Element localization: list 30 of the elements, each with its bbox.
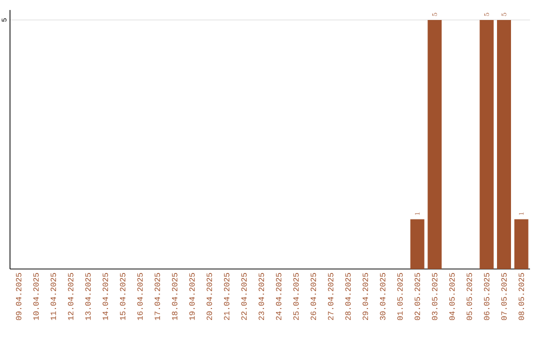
x-tick-label: 08.05.2025: [518, 273, 524, 320]
x-tick-label: 02.05.2025: [414, 273, 420, 320]
x-tick-label: 29.04.2025: [362, 273, 368, 320]
x-tick-label: 28.04.2025: [345, 273, 351, 320]
x-tick-label: 21.04.2025: [224, 273, 230, 320]
x-tick-label: 19.04.2025: [189, 273, 195, 320]
x-tick-label: 09.04.2025: [16, 273, 22, 320]
x-tick-label: 07.05.2025: [501, 273, 507, 320]
x-tick-label: 05.05.2025: [466, 273, 472, 320]
x-tick-label: 14.04.2025: [102, 273, 108, 320]
x-tick-label: 17.04.2025: [154, 273, 160, 320]
x-tick-label: 24.04.2025: [276, 273, 282, 320]
x-tick-label: 16.04.2025: [137, 273, 143, 320]
x-tick-label: 15.04.2025: [120, 273, 126, 320]
x-tick-label: 06.05.2025: [484, 273, 490, 320]
x-tick-label: 30.04.2025: [380, 273, 386, 320]
x-tick-label: 27.04.2025: [328, 273, 334, 320]
x-tick-label: 26.04.2025: [310, 273, 316, 320]
x-tick-label: 04.05.2025: [449, 273, 455, 320]
x-tick-label: 22.04.2025: [241, 273, 247, 320]
x-tick-label: 01.05.2025: [397, 273, 403, 320]
x-tick-label: 12.04.2025: [68, 273, 74, 320]
x-tick-label: 10.04.2025: [33, 273, 39, 320]
x-tick-label: 20.04.2025: [206, 273, 212, 320]
x-tick-label: 03.05.2025: [432, 273, 438, 320]
x-tick-label: 18.04.2025: [172, 273, 178, 320]
x-tick-label: 23.04.2025: [258, 273, 264, 320]
x-tick-label: 25.04.2025: [293, 273, 299, 320]
x-tick-label: 13.04.2025: [85, 273, 91, 320]
x-tick-label: 11.04.2025: [50, 273, 56, 320]
